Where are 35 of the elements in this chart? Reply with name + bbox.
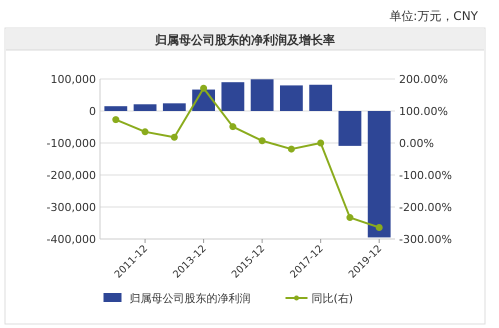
point <box>317 140 324 146</box>
bar <box>104 106 128 111</box>
y2-tick-label: 0.00% <box>399 136 434 150</box>
point <box>200 84 208 92</box>
y-tick-label: -200,000 <box>46 168 96 182</box>
point <box>112 116 120 124</box>
bar <box>250 79 274 111</box>
point <box>376 224 383 231</box>
bar <box>309 84 332 111</box>
point <box>346 214 354 222</box>
y-tick-label: 100,000 <box>50 72 96 86</box>
bar <box>338 111 362 146</box>
y2-tick-label: 100.00% <box>399 104 448 118</box>
bar <box>368 111 391 238</box>
point <box>142 128 149 136</box>
y2-tick-label: 200.00% <box>399 72 448 86</box>
y-tick-label: -400,000 <box>46 232 96 246</box>
y-tick-label: -100,000 <box>46 136 96 150</box>
bar <box>162 103 186 111</box>
point <box>288 146 295 153</box>
legend-label: 归属母公司股东的净利润 <box>130 292 250 305</box>
y2-tick-label: -300.00% <box>399 232 452 246</box>
point <box>258 137 266 144</box>
point <box>170 134 178 141</box>
y-tick-label: 0 <box>89 104 96 118</box>
point <box>229 123 236 130</box>
y-tick-label: -300,000 <box>46 200 96 214</box>
bar <box>221 82 244 111</box>
bar <box>280 85 303 111</box>
y2-tick-label: -100.00% <box>399 168 452 182</box>
y2-tick-label: -200.00% <box>399 200 452 214</box>
text: 单位:万元，CNY <box>389 9 479 23</box>
chart-title: 归属母公司股东的净利润及增长率 <box>154 33 335 47</box>
legend-label: 同比(右) <box>312 292 354 305</box>
bar <box>134 104 156 111</box>
